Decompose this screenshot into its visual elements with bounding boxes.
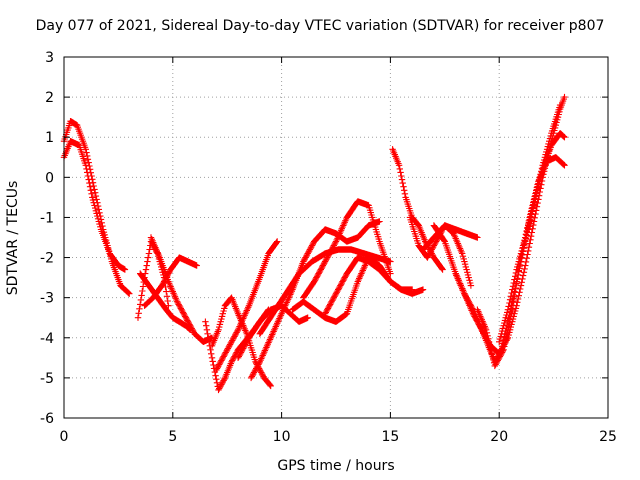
y-tick-label: 1 <box>45 130 54 146</box>
series-pass-5 <box>147 234 216 345</box>
series-markers <box>213 238 281 374</box>
x-tick-label: 10 <box>273 429 291 445</box>
chart-title: Day 077 of 2021, Sidereal Day-to-day VTE… <box>36 18 605 34</box>
x-tick-labels: 0 5 10 15 20 25 <box>60 429 617 445</box>
x-tick-label: 15 <box>381 429 399 445</box>
y-tick-label: -6 <box>40 411 54 427</box>
series-markers <box>141 254 200 309</box>
y-tick-label: -1 <box>40 210 54 226</box>
series-markers <box>321 254 427 317</box>
x-tick-label: 25 <box>599 429 617 445</box>
series-pass-6 <box>141 254 200 309</box>
series-pass-14 <box>300 198 394 301</box>
y-tick-label: -3 <box>40 291 54 307</box>
series-markers <box>147 234 216 345</box>
y-tick-labels: -6 -5 -4 -3 -2 -1 0 1 2 3 <box>40 50 54 427</box>
series-markers <box>496 101 564 345</box>
x-axis-label: GPS time / hours <box>277 458 394 474</box>
series-pass-16 <box>389 146 446 273</box>
series-pass-22 <box>496 101 564 345</box>
y-tick-label: 0 <box>45 170 54 186</box>
series-markers <box>300 198 394 301</box>
series-markers <box>60 138 129 273</box>
y-tick-label: 3 <box>45 50 54 66</box>
axis-ticks <box>63 56 609 419</box>
x-tick-label: 0 <box>60 429 69 445</box>
x-tick-label: 5 <box>168 429 177 445</box>
y-axis-label: SDTVAR / TECUs <box>5 181 21 296</box>
y-tick-label: -4 <box>40 331 54 347</box>
series-pass-8 <box>208 294 274 390</box>
x-tick-label: 20 <box>490 429 508 445</box>
series-pass-18 <box>419 222 481 253</box>
series-markers <box>419 222 481 253</box>
series-markers <box>389 146 446 273</box>
y-tick-label: -2 <box>40 251 54 267</box>
series-pass-2 <box>60 138 129 273</box>
series-markers <box>247 218 383 382</box>
series-pass-15 <box>321 254 427 317</box>
series-markers <box>208 294 274 390</box>
y-tick-label: 2 <box>45 90 54 106</box>
series-pass-11 <box>247 218 383 382</box>
data-series <box>60 93 568 394</box>
plot-frame <box>63 56 609 419</box>
y-tick-label: -5 <box>40 371 54 387</box>
series-pass-9 <box>213 238 281 374</box>
